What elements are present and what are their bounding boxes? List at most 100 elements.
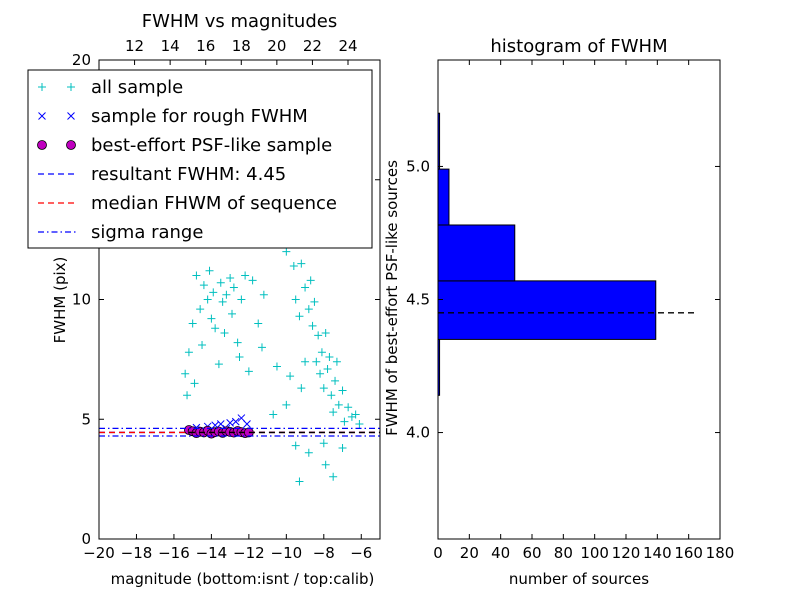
data-point xyxy=(241,271,250,280)
y-tick-label: 10 xyxy=(72,291,91,309)
data-point xyxy=(272,362,281,371)
data-point xyxy=(184,348,193,357)
y-tick-label: 5 xyxy=(81,410,91,428)
left-chart-title: FWHM vs magnitudes xyxy=(142,11,337,32)
data-point xyxy=(355,420,364,429)
y-tick-label: 4.0 xyxy=(406,424,430,442)
x-tick-label: 160 xyxy=(674,544,703,562)
top-x-tick-label: 22 xyxy=(303,37,322,55)
data-point xyxy=(314,331,323,340)
data-point xyxy=(297,384,306,393)
data-point xyxy=(209,288,218,297)
data-point xyxy=(338,443,347,452)
data-point xyxy=(214,360,223,369)
data-point xyxy=(286,372,295,381)
data-point xyxy=(319,384,328,393)
data-point xyxy=(329,472,338,481)
data-point xyxy=(235,352,244,361)
legend-label: median FHWM of sequence xyxy=(91,193,337,214)
x-tick-label: 40 xyxy=(491,544,510,562)
data-point xyxy=(308,321,317,330)
data-point xyxy=(207,314,216,323)
top-x-tick-label: 16 xyxy=(196,37,215,55)
data-point xyxy=(243,420,251,428)
data-point xyxy=(334,400,343,409)
legend-marker xyxy=(67,112,75,120)
data-point xyxy=(269,410,278,419)
legend-marker xyxy=(66,140,76,150)
y-tick-label: 0 xyxy=(81,530,91,548)
data-point xyxy=(226,273,235,282)
y-tick-label: 4.5 xyxy=(406,291,430,309)
data-point xyxy=(233,338,242,347)
left-y-axis-label: FWHM (pix) xyxy=(51,257,69,344)
data-point xyxy=(229,283,238,292)
data-point xyxy=(291,441,300,450)
data-point xyxy=(231,417,240,426)
data-point xyxy=(306,276,315,285)
x-tick-label: 0 xyxy=(433,544,443,562)
legend-item: sigma range xyxy=(38,222,203,243)
data-point xyxy=(295,477,304,486)
data-point xyxy=(295,312,304,321)
x-tick-label: −14 xyxy=(196,544,228,562)
legend-marker xyxy=(38,83,46,91)
data-point xyxy=(282,400,291,409)
legend-label: best-effort PSF-like sample xyxy=(91,135,332,156)
x-tick-label: −20 xyxy=(83,544,115,562)
y-tick-label: 20 xyxy=(72,51,91,69)
x-tick-label: −10 xyxy=(271,544,303,562)
data-point xyxy=(181,369,190,378)
data-point xyxy=(216,420,225,428)
data-point xyxy=(222,290,231,299)
y-tick-label: 5.0 xyxy=(406,157,430,175)
x-tick-label: −6 xyxy=(350,544,372,562)
legend-item: median FHWM of sequence xyxy=(38,193,337,214)
data-point xyxy=(351,410,360,419)
legend-item: sample for rough FWHM xyxy=(38,106,308,127)
x-tick-label: 140 xyxy=(643,544,672,562)
fwhm-vs-magnitude-plot: −20 −18 −16 −14 −12 −10 −8 −6 12 14 16 18 20 22 24 0 5 10… xyxy=(27,11,381,588)
data-point xyxy=(312,357,321,366)
data-point xyxy=(316,369,325,378)
data-point xyxy=(289,261,298,270)
legend-box xyxy=(27,69,373,249)
data-point xyxy=(244,367,253,376)
top-x-tick-label: 20 xyxy=(267,37,286,55)
legend-label: sigma range xyxy=(91,222,203,243)
data-point xyxy=(190,379,199,388)
data-point xyxy=(216,278,225,287)
top-x-tick-label: 18 xyxy=(232,37,251,55)
top-x-tick-label: 24 xyxy=(338,37,357,55)
data-point xyxy=(254,319,263,328)
x-tick-label: 20 xyxy=(460,544,479,562)
legend-marker xyxy=(37,140,47,150)
data-point xyxy=(196,305,205,314)
data-point xyxy=(203,295,212,304)
histogram-bar xyxy=(437,280,657,340)
fwhm-histogram-plot: 0 20 40 60 80 100 120 140 160 180 4.0 4.5 5.0 histogr… xyxy=(383,36,734,588)
data-point xyxy=(304,448,313,457)
x-tick-label: 120 xyxy=(612,544,641,562)
data-point xyxy=(291,295,300,304)
data-point xyxy=(323,364,332,373)
data-point xyxy=(344,403,353,412)
histogram-bar xyxy=(437,224,516,282)
data-point xyxy=(338,386,347,395)
data-point xyxy=(332,357,341,366)
data-point xyxy=(188,319,197,328)
data-point xyxy=(327,391,336,400)
x-tick-label: 80 xyxy=(554,544,573,562)
data-point xyxy=(259,290,268,299)
data-point xyxy=(282,247,291,256)
data-point xyxy=(257,343,266,352)
data-point xyxy=(310,297,319,306)
x-tick-label: 180 xyxy=(706,544,735,562)
data-point xyxy=(301,283,310,292)
legend-item: all sample xyxy=(38,77,183,98)
data-point xyxy=(220,329,229,338)
data-point xyxy=(331,376,340,385)
right-chart-title: histogram of FWHM xyxy=(490,36,667,57)
legend: all sample sample for rough FWHM best-effo… xyxy=(27,69,373,249)
x-tick-label: −16 xyxy=(158,544,190,562)
